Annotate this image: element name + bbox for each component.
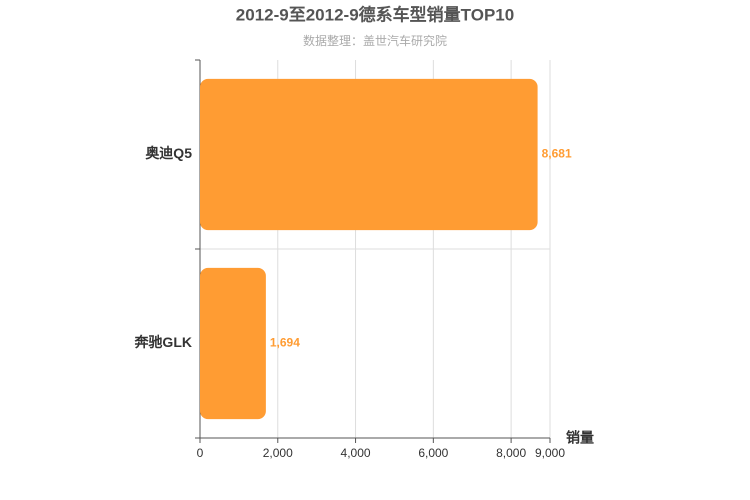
value-label: 1,694 [270,336,300,350]
x-tick-label: 9,000 [535,446,565,460]
value-label: 8,681 [542,147,572,161]
x-tick-label: 0 [197,446,204,460]
x-axis-label: 销量 [566,430,594,446]
chart-title: 2012-9至2012-9德系车型销量TOP10 [236,4,514,24]
y-tick-label: 奔驰GLK [133,334,192,350]
x-tick-label: 8,000 [496,446,526,460]
x-tick-label: 2,000 [263,446,293,460]
chart-subtitle: 数据整理：盖世汽车研究院 [303,33,447,48]
bar [200,78,538,231]
x-tick-label: 6,000 [418,446,448,460]
bar [200,267,266,420]
y-tick-label: 奥迪Q5 [145,145,192,161]
x-tick-label: 4,000 [341,446,371,460]
